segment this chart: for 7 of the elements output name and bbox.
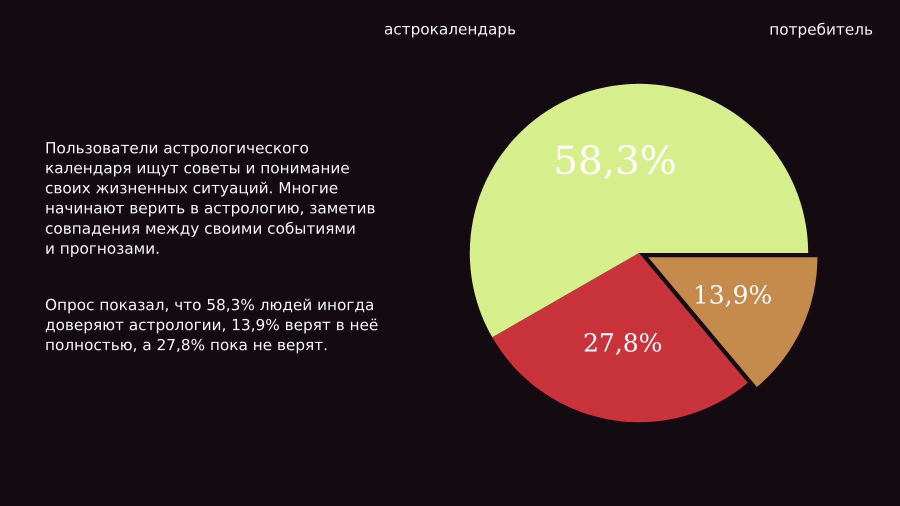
text: Пользователи астрологического календаря ищут советы и понимание своих жизненных ситуаций. Многие начинают верить в астрологию, заметив совпадения между своими событиями и прогнозами. [46, 142, 375, 257]
data-label: 58,3% [556, 144, 675, 180]
data-label: 27,8% [584, 332, 662, 355]
data-label: 13,9% [696, 284, 771, 307]
text: потребитель [770, 22, 872, 38]
text: Опрос показал, что 58,3% людей иногда доверяют астрологии, 13,9% верят в неё полностью, а 27,8% пока не верят. [46, 298, 378, 354]
text: астрокалендарь [384, 26, 516, 38]
